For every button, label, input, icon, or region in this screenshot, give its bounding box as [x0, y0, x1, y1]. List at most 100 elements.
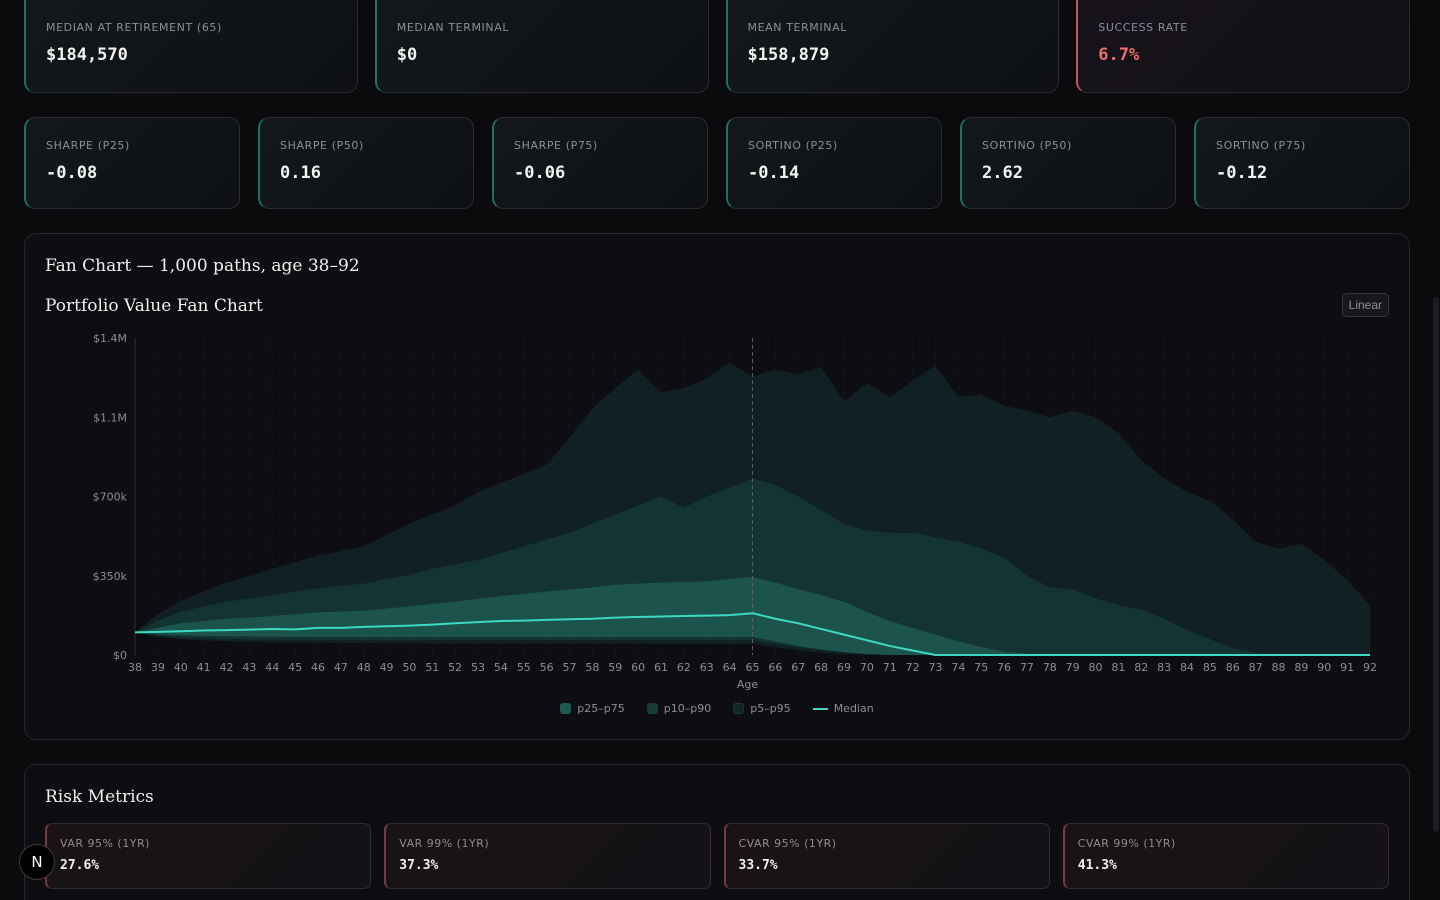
x-tick-label: 87	[1249, 661, 1263, 674]
stat-card-mean-terminal: MEAN TERMINAL $158,879	[725, 0, 1060, 93]
risk-value: 27.6%	[60, 858, 100, 873]
stat-label: SORTINO (P50)	[982, 139, 1072, 152]
stat-label: MEAN TERMINAL	[747, 21, 847, 34]
x-tick-label: 70	[860, 661, 874, 674]
legend-swatch	[560, 703, 572, 714]
legend-label: p10–p90	[663, 702, 712, 715]
stat-label: SHARPE (P50)	[280, 139, 364, 152]
x-tick-label: 53	[471, 661, 485, 674]
x-tick-label: 44	[265, 661, 279, 674]
x-tick-label: 81	[1111, 661, 1125, 674]
legend-item-median[interactable]: Median	[812, 702, 874, 715]
x-tick-label: 50	[402, 661, 416, 674]
stat-value: -0.06	[514, 163, 566, 183]
stat-label: SORTINO (P75)	[1216, 139, 1306, 152]
stat-card-median-retirement: MEDIAN AT RETIREMENT (65) $184,570	[24, 0, 358, 93]
risk-metrics-panel: Risk Metrics VAR 95% (1YR) 27.6% VAR 99%…	[24, 764, 1410, 900]
legend-label: Median	[833, 702, 874, 715]
fan-chart: $0 $350k $700k $1.1M $1.4M 38 39 40 41 42 43 44 45 46…	[93, 332, 1377, 691]
x-tick-label: 73	[928, 661, 942, 674]
risk-card-cvar-99: CVAR 99% (1YR) 41.3%	[1062, 823, 1389, 889]
y-tick-label: $700k	[93, 491, 128, 504]
stat-card-sortino-p25: SORTINO (P25) -0.14	[726, 117, 942, 209]
x-tick-label: 45	[288, 661, 302, 674]
x-tick-label: 39	[151, 661, 165, 674]
x-tick-label: 77	[1020, 661, 1034, 674]
summary-stats-row: MEDIAN AT RETIREMENT (65) $184,570 MEDIA…	[24, 0, 1410, 93]
risk-label: CVAR 99% (1YR)	[1077, 837, 1176, 850]
stat-value: 0.16	[280, 163, 321, 183]
x-tick-label: 61	[654, 661, 668, 674]
x-tick-label: 43	[242, 661, 256, 674]
x-tick-label: 56	[540, 661, 554, 674]
stat-value: $184,570	[46, 45, 128, 65]
x-tick-label: 75	[974, 661, 988, 674]
legend-item-p5-p95[interactable]: p5–p95	[733, 702, 791, 715]
x-tick-label: 91	[1340, 661, 1354, 674]
ratio-stats-row: SHARPE (P25) -0.08 SHARPE (P50) 0.16 SHA…	[24, 117, 1410, 209]
x-tick-label: 78	[1043, 661, 1057, 674]
stat-card-sortino-p75: SORTINO (P75) -0.12	[1194, 117, 1410, 209]
x-tick-label: 65	[746, 661, 760, 674]
scale-toggle-button[interactable]: Linear	[1341, 293, 1389, 317]
risk-label: CVAR 95% (1YR)	[738, 837, 837, 850]
x-tick-label: 40	[174, 661, 188, 674]
x-tick-label: 74	[951, 661, 965, 674]
legend-item-p25-p75[interactable]: p25–p75	[560, 702, 625, 715]
x-tick-label: 48	[357, 661, 371, 674]
stat-label: SORTINO (P25)	[748, 139, 838, 152]
fan-chart-heading: Fan Chart — 1,000 paths, age 38–92	[45, 256, 360, 276]
stat-value: -0.08	[46, 163, 98, 183]
median-line	[134, 612, 1370, 656]
chart-legend: p25–p75 p10–p90 p5–p95 Median	[25, 702, 1409, 715]
x-tick-label: 64	[723, 661, 737, 674]
stat-value: -0.14	[748, 163, 800, 183]
risk-card-var-99: VAR 99% (1YR) 37.3%	[384, 823, 711, 889]
x-tick-label: 49	[380, 661, 394, 674]
x-tick-label: 72	[906, 661, 920, 674]
stat-value: -0.12	[1216, 163, 1268, 183]
x-tick-label: 62	[677, 661, 691, 674]
stat-label: SUCCESS RATE	[1098, 21, 1188, 34]
x-tick-label: 85	[1203, 661, 1217, 674]
x-tick-label: 38	[128, 661, 142, 674]
risk-card-cvar-95: CVAR 95% (1YR) 33.7%	[723, 823, 1050, 889]
stat-value: $0	[396, 45, 418, 65]
legend-swatch	[646, 703, 658, 714]
legend-swatch	[812, 707, 828, 710]
risk-card-var-95: VAR 95% (1YR) 27.6%	[45, 823, 372, 889]
risk-value: 41.3%	[1077, 858, 1117, 873]
x-tick-label: 63	[700, 661, 714, 674]
risk-metrics-row: VAR 95% (1YR) 27.6% VAR 99% (1YR) 37.3% …	[45, 823, 1389, 889]
risk-label: VAR 99% (1YR)	[399, 837, 490, 850]
stat-card-sharpe-p50: SHARPE (P50) 0.16	[258, 117, 474, 209]
risk-label: VAR 95% (1YR)	[60, 837, 150, 850]
x-tick-label: 60	[631, 661, 645, 674]
x-tick-label: 58	[585, 661, 599, 674]
risk-value: 33.7%	[738, 858, 778, 873]
framework-badge-button[interactable]: N	[19, 844, 55, 880]
x-tick-label: 86	[1226, 661, 1240, 674]
risk-metrics-heading: Risk Metrics	[45, 787, 154, 807]
band-p25-p75	[135, 576, 1370, 655]
stat-value: $158,879	[747, 45, 830, 65]
x-tick-label: 42	[219, 661, 233, 674]
x-tick-label: 92	[1363, 661, 1377, 674]
legend-item-p10-p90[interactable]: p10–p90	[646, 702, 712, 715]
x-tick-label: 79	[1066, 661, 1080, 674]
stat-value: 6.7%	[1098, 45, 1140, 65]
stat-card-median-terminal: MEDIAN TERMINAL $0	[374, 0, 709, 93]
stat-card-sortino-p50: SORTINO (P50) 2.62	[960, 117, 1176, 209]
legend-label: p25–p75	[577, 702, 625, 715]
scrollbar-thumb[interactable]	[1433, 297, 1439, 832]
y-tick-label: $0	[113, 649, 127, 662]
scrollbar[interactable]	[1432, 0, 1440, 900]
y-tick-label: $350k	[93, 570, 128, 583]
stat-value: 2.62	[982, 163, 1023, 183]
stat-label: MEDIAN TERMINAL	[396, 21, 510, 34]
x-tick-label: 46	[311, 661, 325, 674]
x-tick-label: 59	[608, 661, 622, 674]
x-tick-label: 54	[494, 661, 508, 674]
x-tick-label: 88	[1272, 661, 1286, 674]
x-tick-label: 89	[1294, 661, 1308, 674]
